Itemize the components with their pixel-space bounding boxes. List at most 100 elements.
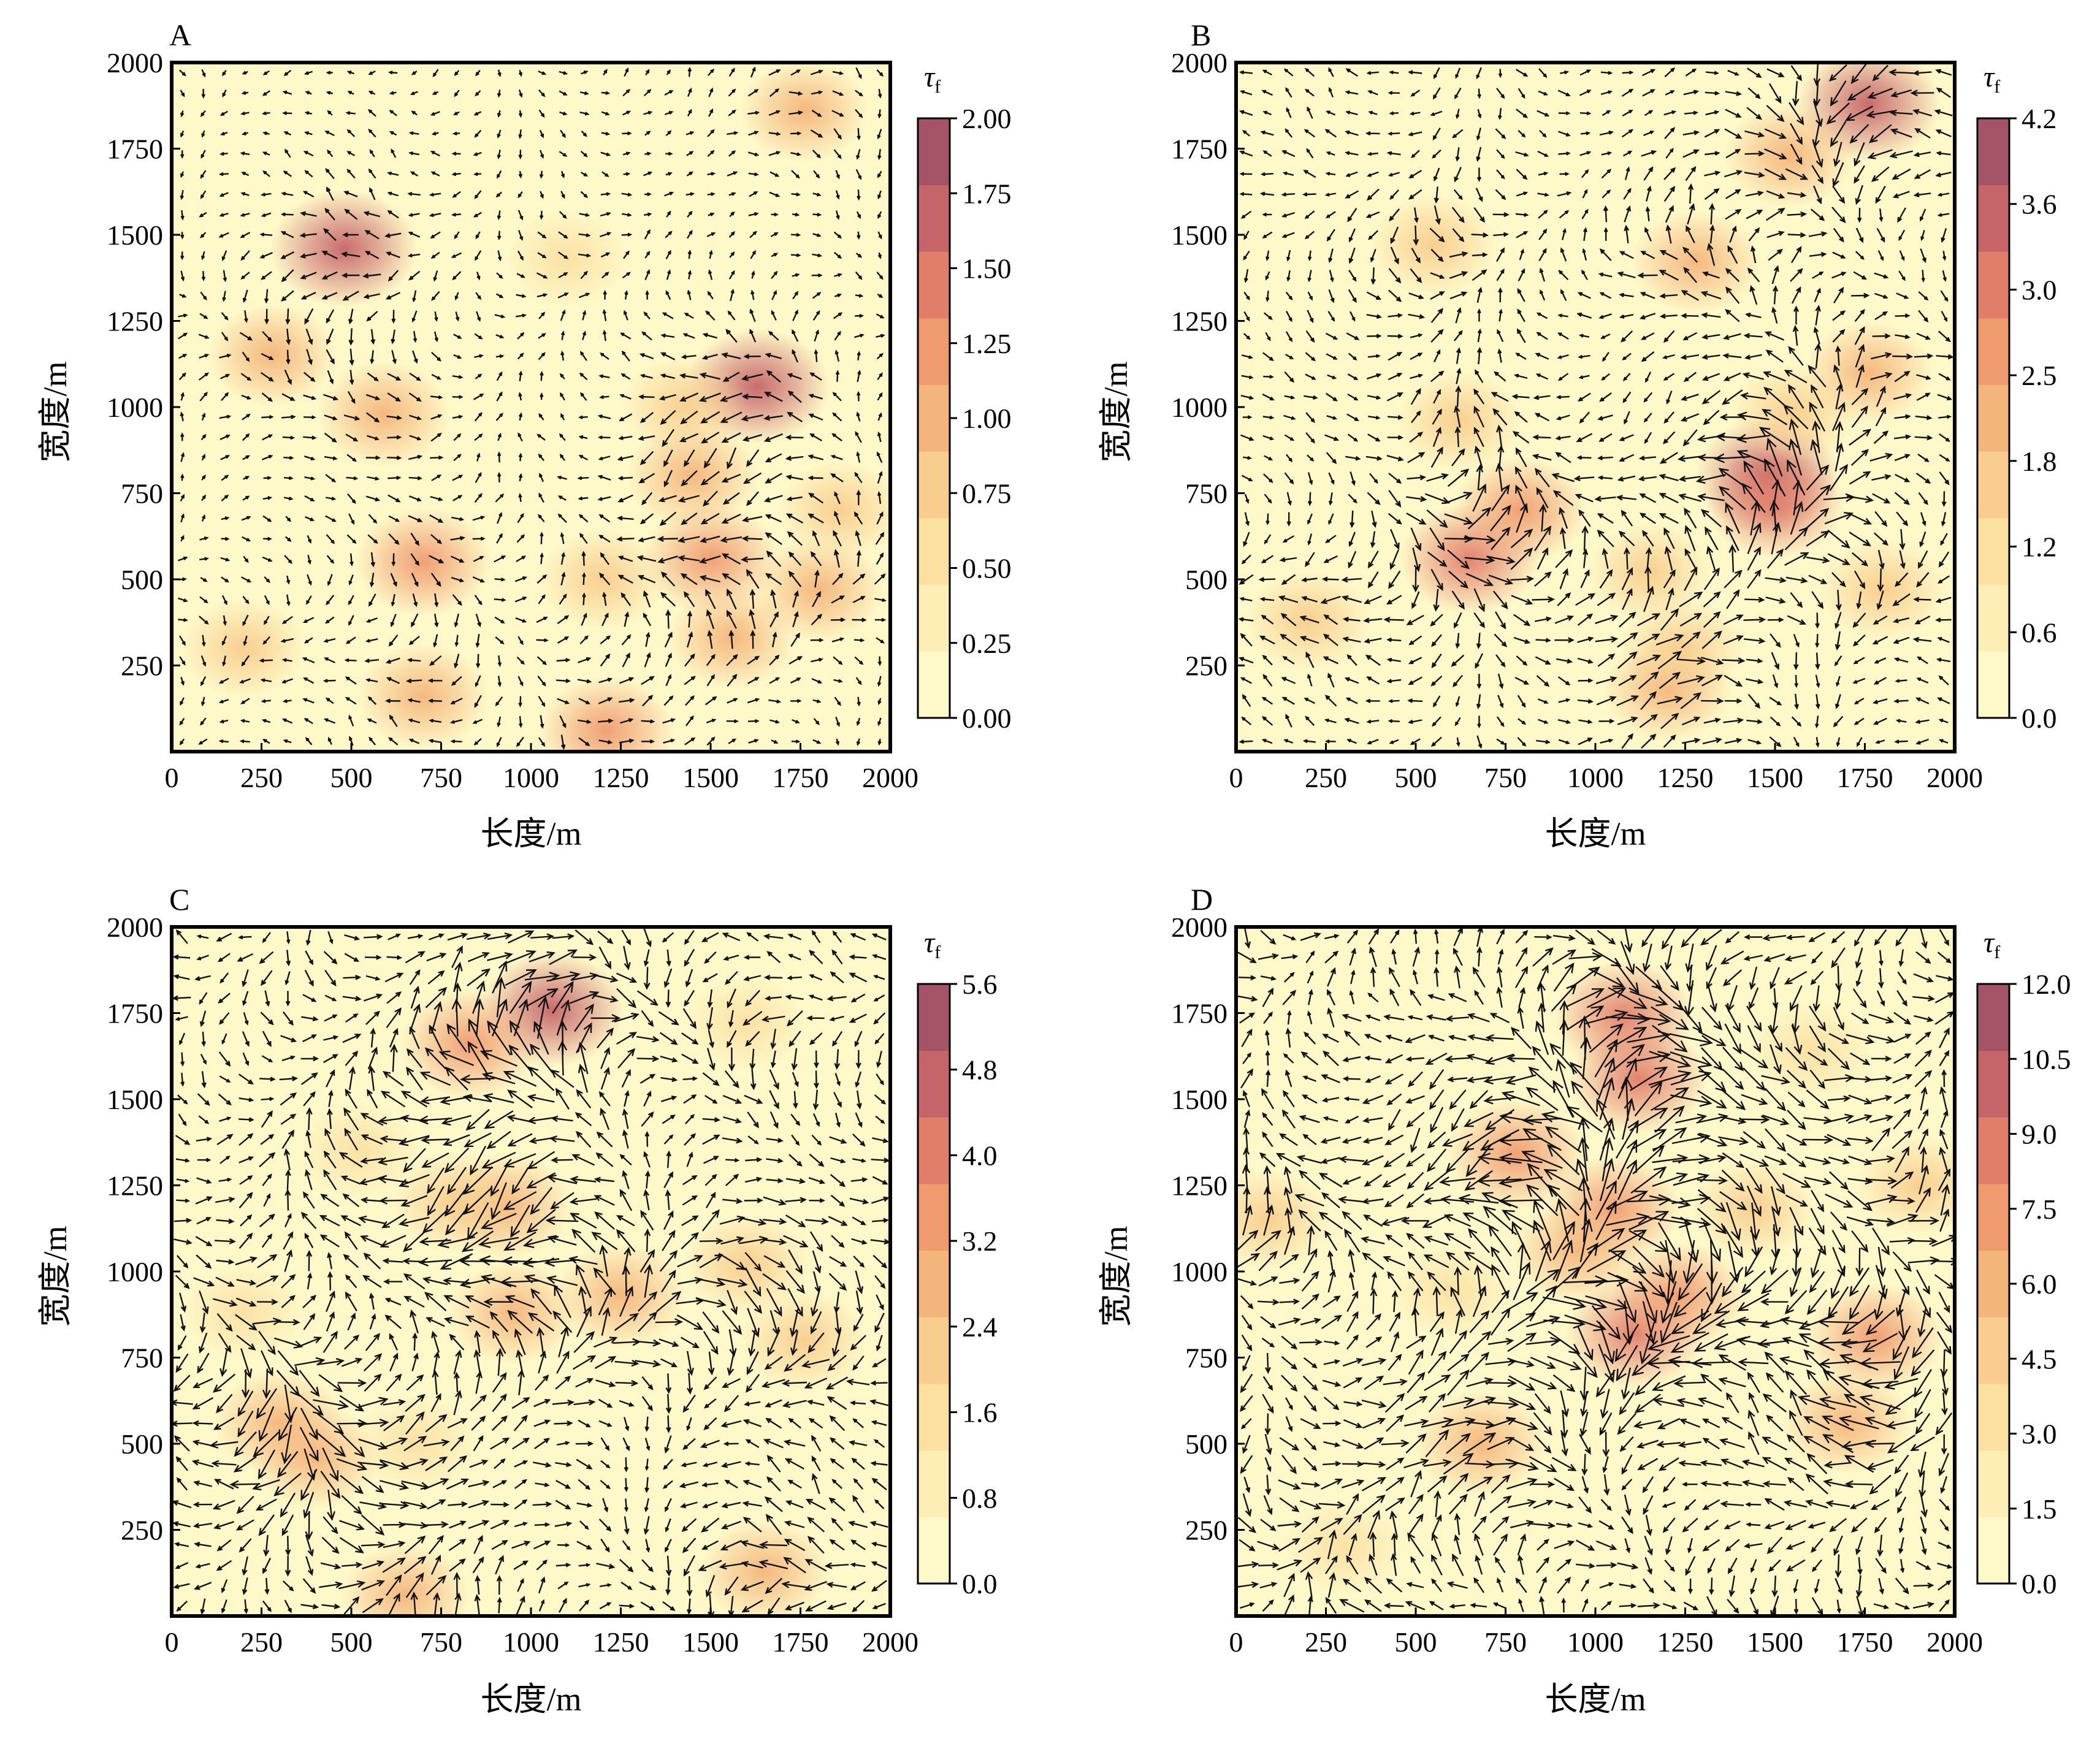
vector-arrow	[1718, 1354, 1746, 1371]
vector-arrow	[743, 975, 762, 981]
vector-arrow	[835, 738, 840, 746]
vector-arrow	[1827, 553, 1850, 565]
vector-arrow	[1454, 612, 1462, 629]
vector-arrow	[785, 1178, 806, 1184]
vector-arrow	[1383, 1014, 1405, 1021]
vector-arrow	[1258, 1251, 1278, 1271]
vector-arrow	[1412, 568, 1419, 593]
vector-arrow	[1318, 1501, 1346, 1509]
vector-arrow	[1492, 590, 1508, 609]
vector-arrow	[1424, 1374, 1451, 1392]
vector-arrow	[855, 1112, 863, 1128]
vector-arrow	[1630, 991, 1668, 1007]
vector-arrow	[410, 1309, 419, 1334]
vector-arrow	[1833, 1535, 1843, 1556]
vector-arrow	[1725, 109, 1742, 118]
vector-arrow	[1525, 1336, 1561, 1346]
vector-arrow	[526, 1208, 556, 1233]
vector-arrow	[1871, 166, 1890, 182]
vector-arrow	[1535, 638, 1551, 643]
vector-arrow	[1580, 569, 1590, 589]
vector-arrow	[408, 151, 420, 156]
vector-arrow	[1725, 501, 1741, 534]
vector-arrow	[178, 618, 188, 622]
vector-arrow	[1367, 395, 1381, 400]
vector-arrow	[1539, 129, 1547, 138]
vector-arrow	[855, 1050, 861, 1069]
vector-arrow	[1838, 1374, 1880, 1389]
vector-arrow	[619, 1400, 635, 1407]
vector-arrow	[549, 1135, 575, 1143]
vector-arrow	[1528, 1066, 1556, 1091]
vector-arrow	[1508, 1499, 1537, 1508]
vector-arrow	[722, 1378, 741, 1388]
vector-arrow	[1287, 1010, 1292, 1025]
vector-arrow	[594, 1336, 618, 1348]
vector-arrow	[1619, 434, 1634, 441]
vector-arrow	[1447, 549, 1470, 570]
vector-arrow	[643, 1090, 652, 1107]
vector-arrow	[242, 71, 248, 75]
vector-arrow	[1464, 1251, 1494, 1271]
vector-arrow	[1807, 1289, 1828, 1316]
vector-arrow	[495, 1555, 504, 1575]
vector-arrow	[1368, 416, 1381, 420]
vector-arrow	[833, 656, 843, 665]
vector-arrow	[665, 674, 672, 687]
vector-arrow	[849, 954, 867, 960]
vector-arrow	[1847, 1190, 1873, 1211]
vector-arrow	[1264, 1413, 1271, 1436]
vector-arrow	[1622, 110, 1633, 116]
vector-arrow	[344, 934, 361, 941]
vector-arrow	[1537, 964, 1549, 989]
vector-arrow	[1941, 311, 1948, 322]
vector-arrow	[707, 989, 713, 1008]
vector-arrow	[1720, 950, 1744, 964]
vector-arrow	[1262, 987, 1274, 1007]
vector-arrow	[876, 1073, 884, 1086]
colorbar-band	[918, 518, 950, 585]
vector-arrow	[722, 372, 740, 382]
vector-arrow	[302, 1191, 315, 1209]
vector-arrow	[665, 1498, 672, 1512]
vector-arrow	[1939, 454, 1950, 462]
vector-arrow	[1666, 391, 1673, 405]
vector-arrow	[466, 932, 492, 940]
vector-arrow	[1261, 1338, 1275, 1348]
vector-arrow	[1491, 484, 1510, 511]
vector-arrow	[1910, 1436, 1935, 1452]
vector-arrow	[276, 1370, 300, 1397]
vector-arrow	[537, 676, 546, 687]
vector-arrow	[1367, 433, 1381, 442]
vector-arrow	[687, 289, 692, 300]
vector-arrow	[1806, 464, 1830, 491]
vector-arrow	[727, 588, 737, 610]
vector-arrow	[1515, 151, 1529, 157]
vector-arrow	[340, 251, 361, 257]
vector-arrow	[1746, 1185, 1762, 1217]
vector-arrow	[1286, 492, 1292, 506]
vector-arrow	[1872, 64, 1889, 82]
vector-arrow	[1768, 1026, 1782, 1053]
vector-arrow	[1832, 251, 1846, 259]
vector-arrow	[1441, 1133, 1473, 1147]
vector-arrow	[1921, 270, 1925, 283]
vector-arrow	[1324, 1555, 1338, 1574]
vector-arrow	[262, 70, 270, 75]
vector-arrow	[1908, 1216, 1940, 1225]
vector-arrow	[792, 1072, 799, 1088]
vector-arrow	[665, 1577, 671, 1596]
vector-arrow	[1770, 1044, 1782, 1075]
vector-arrow	[1466, 1476, 1494, 1492]
vector-arrow	[483, 1297, 514, 1306]
vector-arrow	[1659, 250, 1678, 261]
vector-arrow	[1517, 288, 1525, 302]
vector-arrow	[1896, 511, 1909, 527]
vector-arrow	[576, 1541, 593, 1550]
vector-arrow	[856, 391, 861, 402]
vector-arrow	[277, 1450, 299, 1478]
vector-arrow	[852, 1495, 865, 1514]
vector-arrow	[1634, 1081, 1663, 1117]
vector-arrow	[367, 718, 377, 724]
vector-arrow	[1618, 611, 1636, 628]
